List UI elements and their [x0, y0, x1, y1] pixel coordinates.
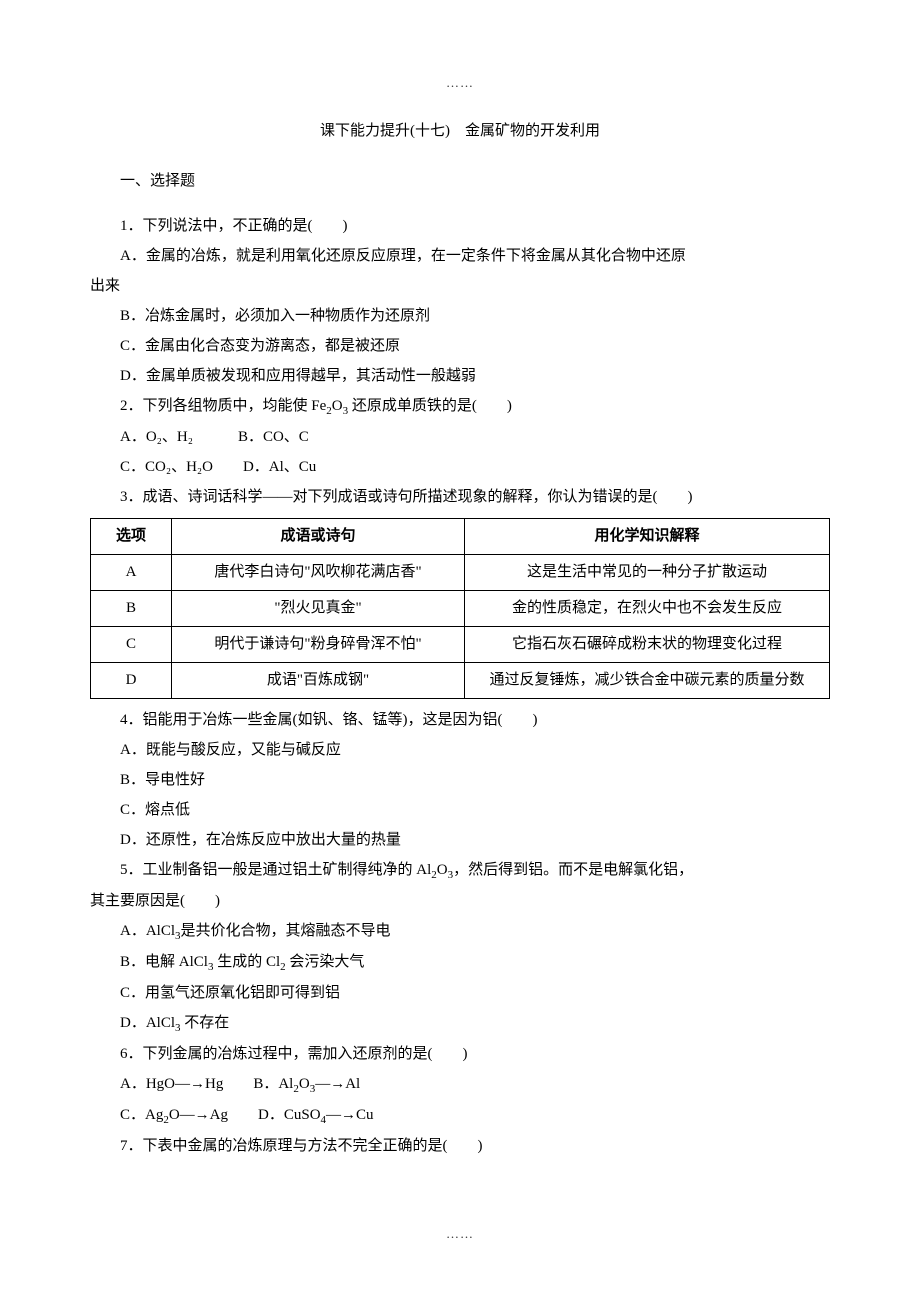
page-title: 课下能力提升(十七) 金属矿物的开发利用 [90, 116, 830, 146]
q1-option-a-line2: 出来 [90, 271, 830, 301]
q3-c-opt: C [91, 627, 172, 663]
q1-stem: 1．下列说法中，不正确的是( ) [90, 211, 830, 241]
q2-stem-post: 还原成单质铁的是( ) [348, 398, 512, 414]
q6-options-ab: A．HgO―→Hg B．Al2O3―→Al [90, 1069, 830, 1100]
section-heading-1: 一、选择题 [90, 166, 830, 196]
q4-option-b: B．导电性好 [90, 765, 830, 795]
q3-d-opt: D [91, 663, 172, 699]
q5-b-pre: B．电解 AlCl [120, 954, 208, 970]
table-row: B "烈火见真金" 金的性质稳定，在烈火中也不会发生反应 [91, 591, 830, 627]
q3-th-option: 选项 [91, 519, 172, 555]
q5-d-post: 不存在 [181, 1015, 230, 1031]
q5-b-mid: 生成的 Cl [213, 954, 280, 970]
q5-option-a: A．AlCl3是共价化合物，其熔融态不导电 [90, 916, 830, 947]
q4-option-c: C．熔点低 [90, 795, 830, 825]
q6-c-pre: C．Ag [120, 1107, 163, 1123]
q4-option-d: D．还原性，在冶炼反应中放出大量的热量 [90, 825, 830, 855]
q2-stem-mid: O [332, 398, 343, 414]
q5-stem-mid: O [437, 862, 448, 878]
q1-option-b: B．冶炼金属时，必须加入一种物质作为还原剂 [90, 301, 830, 331]
q5-option-b: B．电解 AlCl3 生成的 Cl2 会污染大气 [90, 947, 830, 978]
q2-stem-pre: 2．下列各组物质中，均能使 Fe [120, 398, 326, 414]
q3-stem: 3．成语、诗词话科学——对下列成语或诗句所描述现象的解释，你认为错误的是( ) [90, 482, 830, 512]
q6-c-mid: O―→Ag D．CuSO [169, 1107, 321, 1123]
q3-th-idiom: 成语或诗句 [172, 519, 465, 555]
q7-stem: 7．下表中金属的冶炼原理与方法不完全正确的是( ) [90, 1131, 830, 1161]
q1-option-a-line1: A．金属的冶炼，就是利用氧化还原反应原理，在一定条件下将金属从其化合物中还原 [90, 241, 830, 271]
q5-stem-pre: 5．工业制备铝一般是通过铝土矿制得纯净的 Al [120, 862, 431, 878]
header-dots: …… [90, 70, 830, 96]
q6-options-cd: C．Ag2O―→Ag D．CuSO4―→Cu [90, 1100, 830, 1131]
footer-dots: …… [90, 1221, 830, 1247]
q5-stem-post: ，然后得到铝。而不是电解氯化铝， [453, 862, 693, 878]
q6-stem: 6．下列金属的冶炼过程中，需加入还原剂的是( ) [90, 1039, 830, 1069]
table-row: A 唐代李白诗句"风吹柳花满店香" 这是生活中常见的一种分子扩散运动 [91, 555, 830, 591]
q3-a-idiom: 唐代李白诗句"风吹柳花满店香" [172, 555, 465, 591]
q1-option-c: C．金属由化合态变为游离态，都是被还原 [90, 331, 830, 361]
q3-table-header-row: 选项 成语或诗句 用化学知识解释 [91, 519, 830, 555]
q3-d-idiom: 成语"百炼成钢" [172, 663, 465, 699]
q5-option-d: D．AlCl3 不存在 [90, 1008, 830, 1039]
q2-stem: 2．下列各组物质中，均能使 Fe2O3 还原成单质铁的是( ) [90, 391, 830, 422]
q3-b-explain: 金的性质稳定，在烈火中也不会发生反应 [465, 591, 830, 627]
q6-a-pre: A．HgO―→Hg B．Al [120, 1076, 293, 1092]
q1-option-d: D．金属单质被发现和应用得越早，其活动性一般越弱 [90, 361, 830, 391]
q5-b-post: 会污染大气 [286, 954, 365, 970]
q5-d-pre: D．AlCl [120, 1015, 175, 1031]
q6-a-post: ―→Al [315, 1076, 360, 1092]
q4-option-a: A．既能与酸反应，又能与碱反应 [90, 735, 830, 765]
q5-option-c: C．用氢气还原氧化铝即可得到铝 [90, 978, 830, 1008]
q3-c-idiom: 明代于谦诗句"粉身碎骨浑不怕" [172, 627, 465, 663]
q3-a-explain: 这是生活中常见的一种分子扩散运动 [465, 555, 830, 591]
q3-c-explain: 它指石灰石碾碎成粉末状的物理变化过程 [465, 627, 830, 663]
q2-options-cd: C．CO₂、H₂O D．Al、Cu [90, 452, 830, 482]
q5-a-post: 是共价化合物，其熔融态不导电 [181, 923, 391, 939]
q5-stem-line1: 5．工业制备铝一般是通过铝土矿制得纯净的 Al2O3，然后得到铝。而不是电解氯化… [90, 855, 830, 886]
q2-options-ab: A．O₂、H₂ B．CO、C [90, 422, 830, 452]
q4-stem: 4．铝能用于冶炼一些金属(如钒、铬、锰等)，这是因为铝( ) [90, 705, 830, 735]
q5-a-pre: A．AlCl [120, 923, 175, 939]
q3-a-opt: A [91, 555, 172, 591]
q3-b-idiom: "烈火见真金" [172, 591, 465, 627]
table-row: C 明代于谦诗句"粉身碎骨浑不怕" 它指石灰石碾碎成粉末状的物理变化过程 [91, 627, 830, 663]
q6-c-post: ―→Cu [326, 1107, 374, 1123]
q6-a-mid: O [299, 1076, 310, 1092]
q3-d-explain: 通过反复锤炼，减少铁合金中碳元素的质量分数 [465, 663, 830, 699]
q3-table: 选项 成语或诗句 用化学知识解释 A 唐代李白诗句"风吹柳花满店香" 这是生活中… [90, 518, 830, 699]
table-row: D 成语"百炼成钢" 通过反复锤炼，减少铁合金中碳元素的质量分数 [91, 663, 830, 699]
q3-th-explain: 用化学知识解释 [465, 519, 830, 555]
q5-stem-line2: 其主要原因是( ) [90, 886, 830, 916]
q3-b-opt: B [91, 591, 172, 627]
